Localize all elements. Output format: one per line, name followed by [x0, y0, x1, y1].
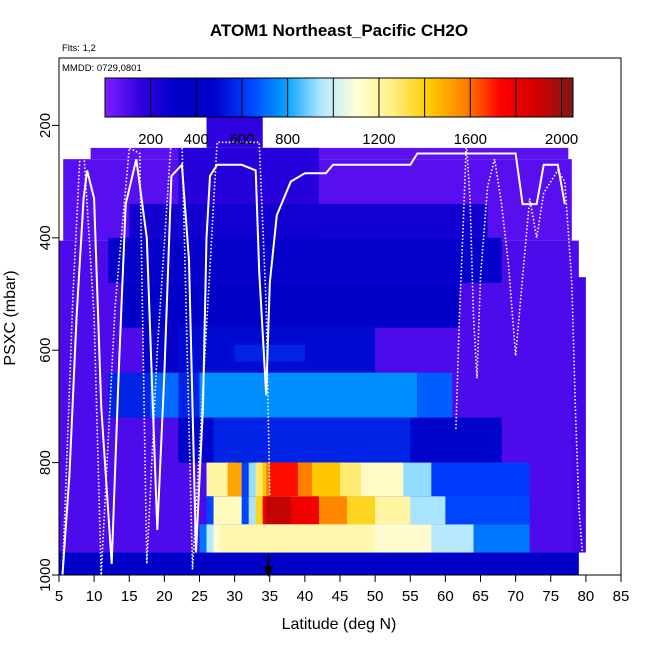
y-axis-label: PSXC (mbar) — [2, 270, 19, 365]
heatmap-cell — [143, 327, 179, 373]
y-tick-label: 800 — [37, 450, 54, 475]
colorbar-tick-label: 1200 — [362, 131, 395, 148]
heatmap-cell — [108, 237, 502, 283]
colorbar: 200 400 600 800 1200 1600 2000 — [104, 77, 578, 148]
colorbar-tick-label: 1600 — [454, 131, 487, 148]
x-tick-label: 35 — [261, 588, 278, 605]
x-tick-label: 85 — [613, 588, 630, 605]
heatmap-cell — [417, 372, 453, 418]
y-tick-label: 400 — [37, 225, 54, 250]
heatmap-cell — [122, 282, 460, 328]
heatmap-cell — [59, 552, 579, 575]
colorbar-tick-labels: 200 400 600 800 1200 1600 2000 — [138, 131, 578, 148]
heatmap-cell — [266, 496, 291, 525]
colorbar-gradient — [104, 77, 574, 118]
x-tick-label: 15 — [121, 588, 138, 605]
heatmap-cell — [129, 204, 488, 238]
flights-label: Flts: 1,2 — [62, 43, 96, 54]
x-tick-label: 10 — [86, 588, 103, 605]
flight-track-traces — [61, 135, 584, 575]
colorbar-tick-label: 600 — [229, 131, 254, 148]
colorbar-tick-label: 800 — [275, 131, 300, 148]
flight-track-main — [61, 152, 566, 575]
heatmap-cell — [199, 372, 418, 418]
latitude-marker-arrow — [263, 555, 274, 577]
colorbar-separators — [150, 78, 563, 117]
x-tick-label: 65 — [472, 588, 489, 605]
x-tick-label: 70 — [507, 588, 524, 605]
y-tick-label: 200 — [37, 113, 54, 138]
y-tick-label: 600 — [37, 338, 54, 363]
y-axis: 200 400 600 800 1000 — [37, 113, 60, 592]
x-tick-label: 55 — [402, 588, 419, 605]
x-tick-label: 45 — [332, 588, 349, 605]
colorbar-tick-label: 200 — [138, 131, 163, 148]
heatmap-cell — [220, 524, 376, 553]
chart-title: ATOM1 Northeast_Pacific CH2O — [210, 21, 468, 40]
heatmap-cell — [227, 462, 242, 497]
x-tick-label: 60 — [437, 588, 454, 605]
x-tick-label: 75 — [542, 588, 559, 605]
x-tick-label: 50 — [367, 588, 384, 605]
x-tick-label: 5 — [55, 588, 63, 605]
heatmap-cell — [269, 462, 298, 497]
y-tick-label: 1000 — [37, 558, 54, 591]
heatmap-cell — [90, 147, 569, 160]
colorbar-tick-label: 400 — [184, 131, 209, 148]
x-tick-label: 40 — [297, 588, 314, 605]
dates-label: MMDD: 0729,0801 — [62, 63, 142, 74]
heatmap-cells — [59, 105, 586, 575]
x-tick-label: 80 — [578, 588, 595, 605]
x-axis: 5 10 15 20 25 30 35 40 45 50 55 60 65 70 75 80 85 — [55, 574, 630, 605]
x-tick-label: 25 — [191, 588, 208, 605]
heatmap-cell — [213, 417, 411, 463]
flight-track-north — [455, 142, 584, 553]
heatmap-cell — [213, 496, 242, 525]
marker-head — [263, 566, 274, 577]
heatmap-cell — [234, 344, 305, 362]
x-axis-label: Latitude (deg N) — [282, 616, 397, 633]
heatmap-cell — [571, 277, 586, 553]
x-tick-label: 30 — [226, 588, 243, 605]
flight-track-profiles — [61, 135, 271, 575]
x-tick-label: 20 — [156, 588, 173, 605]
colorbar-tick-label: 2000 — [545, 131, 578, 148]
